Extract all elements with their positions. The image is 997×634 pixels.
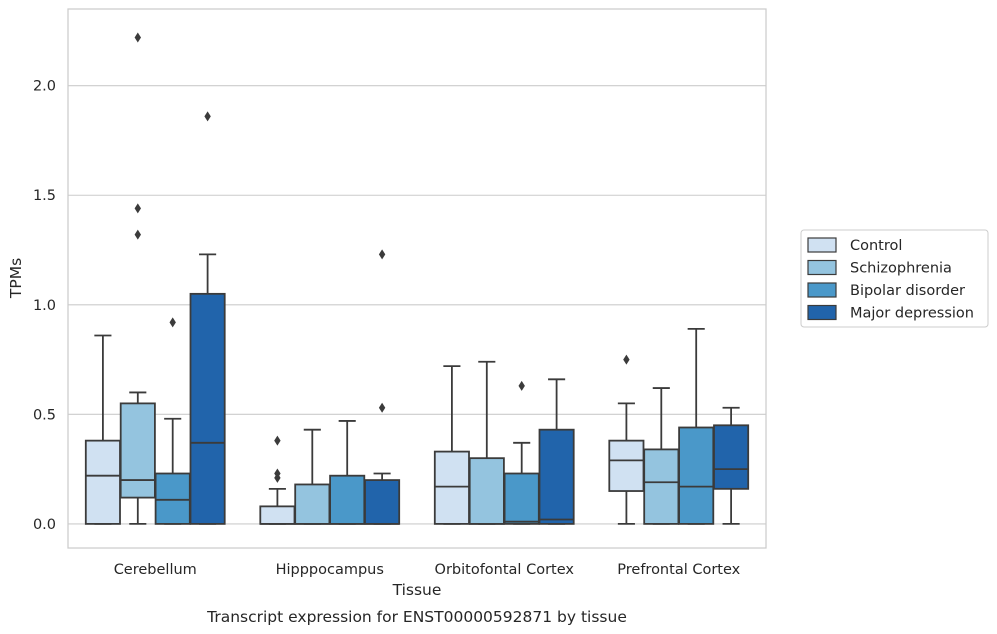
legend-label: Control [850,238,902,254]
outlier-point [623,354,630,365]
x-tick-label: Hipppocampus [276,562,384,578]
box-major-depression [364,249,401,525]
box-bipolar-disorder [154,317,191,525]
iqr-box [84,439,121,525]
legend-swatch [807,237,837,253]
box-control [259,435,296,525]
outlier-point [134,229,141,240]
outlier-point [204,111,211,122]
y-axis-label: TPMs [7,258,25,299]
iqr-box [538,428,575,525]
iqr-box [329,474,366,525]
legend-label: Major depression [850,306,974,322]
box-schizophrenia [119,32,156,525]
iqr-box [468,457,505,525]
y-tick-label: 1.5 [33,188,56,204]
outlier-point [378,402,386,413]
outlier-point [169,317,176,328]
iqr-box [503,472,540,525]
iqr-box [678,426,715,525]
box-schizophrenia [643,387,680,525]
box-major-depression [538,378,575,525]
legend-swatch [807,304,837,321]
legend-swatch [807,282,837,298]
y-tick-label: 2.0 [33,79,56,95]
iqr-box [154,472,191,525]
iqr-box [364,479,401,525]
iqr-box [259,505,296,525]
boxes [84,32,750,525]
legend-label: Schizophrenia [850,261,952,277]
outlier-point [134,203,141,214]
x-axis-label: Tissue [392,581,442,599]
outlier-point [518,380,525,391]
legend: Control Schizophrenia Bipolar disorder Majo… [800,229,989,328]
iqr-box [433,450,470,525]
legend-swatch [807,259,837,276]
y-tick-label: 0.5 [33,407,56,423]
outlier-point [274,435,281,446]
box-major-depression [713,406,750,525]
iqr-box [713,424,750,490]
iqr-box [189,292,226,525]
plot-frame [67,8,767,549]
iqr-box [643,448,680,525]
outlier-point [134,32,141,43]
iqr-box [294,483,331,525]
x-tick-label: Prefrontal Cortex [617,562,740,578]
box-bipolar-disorder [503,380,540,525]
outlier-point [274,468,281,479]
box-control [84,334,121,525]
box-major-depression [189,111,226,525]
y-tick-label: 1.0 [33,298,56,314]
x-axis-tick-labels: Cerebellum Hipppocampus Orbitofontal Corte… [114,562,741,578]
legend-label: Bipolar disorder [850,283,965,299]
chart-caption: Transcript expression for ENST0000059287… [206,608,627,626]
box-schizophrenia [468,360,505,525]
box-schizophrenia [294,428,331,525]
box-control [433,365,470,525]
iqr-box [119,402,156,499]
x-tick-label: Orbitofontal Cortex [435,562,575,578]
y-tick-label: 0.0 [33,517,56,533]
outlier-point [378,249,386,260]
y-axis-tick-labels: 0.0 0.5 1.0 1.5 2.0 [33,79,56,533]
box-bipolar-disorder [329,420,366,525]
iqr-box [608,439,645,492]
legend-frame [800,229,989,328]
x-tick-label: Cerebellum [114,562,197,578]
box-bipolar-disorder [678,327,715,525]
box-control [608,354,645,525]
